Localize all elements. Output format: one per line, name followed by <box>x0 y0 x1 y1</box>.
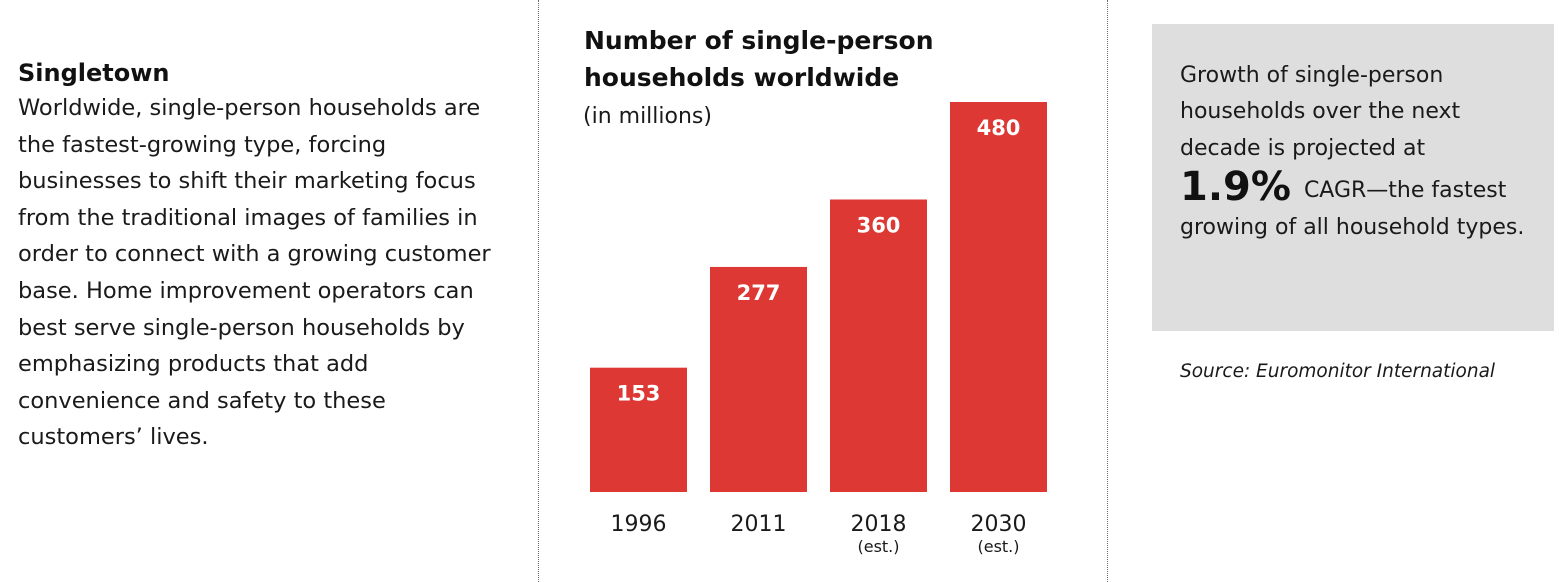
x-tick-2011: 2011 <box>731 512 787 537</box>
bar-2011 <box>710 266 807 492</box>
cagr-value: 1.9% <box>1180 164 1291 211</box>
callout-intro: Growth of single-person households over … <box>1180 63 1461 161</box>
bar-2030 <box>950 102 1047 492</box>
article-heading: Singletown <box>18 59 170 87</box>
callout-after: CAGR—the fastest growing of all househol… <box>1180 178 1525 240</box>
divider-left <box>538 0 539 582</box>
singletown-article: Singletown Worldwide, single-person hous… <box>18 56 523 456</box>
x-tick-2018: 2018 <box>851 512 907 537</box>
x-tick-1996: 1996 <box>611 512 667 537</box>
growth-callout: Growth of single-person households over … <box>1152 24 1554 331</box>
x-tick-note-2018: (est.) <box>857 537 899 556</box>
data-label-1996: 153 <box>617 382 661 406</box>
data-label-2011: 277 <box>737 281 781 305</box>
chart-title: Number of single-person households world… <box>584 26 934 92</box>
chart-subtitle: (in millions) <box>583 104 712 129</box>
source-note: Source: Euromonitor International <box>1180 361 1496 382</box>
bar-2018 <box>830 199 927 492</box>
x-tick-note-2030: (est.) <box>977 537 1019 556</box>
article-body: Worldwide, single-person households are … <box>18 95 491 451</box>
divider-right <box>1107 0 1108 582</box>
x-tick-2030: 2030 <box>971 512 1027 537</box>
callout-text: Growth of single-person households over … <box>1180 58 1534 246</box>
bar-1996 <box>590 367 687 492</box>
data-label-2030: 480 <box>977 116 1021 140</box>
data-label-2018: 360 <box>857 214 901 238</box>
